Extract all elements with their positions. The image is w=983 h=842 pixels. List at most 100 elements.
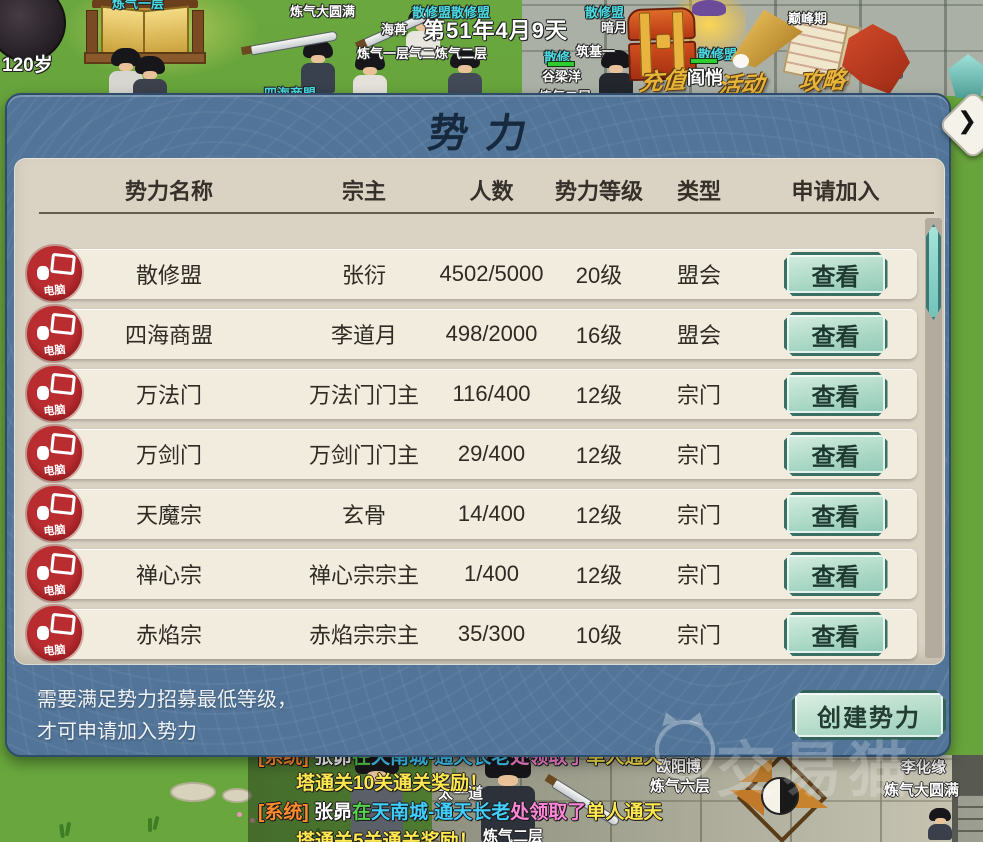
faction-level: 20级 [575, 263, 623, 288]
faction-row[interactable]: 电脑 散修盟 张衍 4502/5000 20级 盟会 查看 [27, 246, 917, 301]
faction-members: 116/400 [452, 381, 531, 406]
col-apply: 申请加入 [791, 179, 880, 204]
view-button[interactable]: 查看 [784, 372, 888, 416]
faction-name: 天魔宗 [135, 503, 202, 528]
col-faction-name: 势力名称 [124, 179, 213, 204]
view-button[interactable]: 查看 [784, 252, 888, 296]
faction-table-panel: 势力名称 宗主 人数 势力等级 类型 申请加入 电脑 散修盟 张衍 4502/5… [14, 158, 945, 665]
faction-row[interactable]: 电脑 天魔宗 玄骨 14/400 12级 宗门 查看 [27, 486, 917, 541]
table-header: 势力名称 宗主 人数 势力等级 类型 申请加入 [39, 174, 917, 206]
player-nameplate: 谷梁洋 [542, 69, 582, 84]
view-button[interactable]: 查看 [784, 312, 888, 356]
player-nameplate: 阎悄 [687, 68, 723, 88]
faction-type: 宗门 [676, 503, 721, 528]
faction-name: 赤焰宗 [135, 623, 202, 648]
faction-type: 盟会 [676, 323, 721, 348]
game-date: 第51年4月9天 [423, 18, 568, 43]
faction-leader: 禅心宗宗主 [308, 563, 419, 588]
faction-seal-icon: 电脑 [27, 606, 82, 661]
nameplate: 炼气大圆满 [884, 782, 960, 799]
faction-type: 宗门 [676, 443, 721, 468]
view-button[interactable]: 查看 [784, 492, 888, 536]
player-nameplate: 海苒 [381, 22, 408, 37]
faction-leader: 李道月 [330, 323, 397, 348]
faction-members: 1/400 [463, 561, 520, 586]
dialog-title: 势力 [425, 110, 548, 157]
col-leader: 宗主 [341, 179, 386, 204]
guide-button[interactable]: 攻略 [797, 66, 847, 96]
guild-nameplate: 散修盟散修盟 [412, 5, 491, 20]
faction-seal-icon: 电脑 [27, 246, 82, 301]
faction-seal-icon: 电脑 [27, 426, 82, 481]
faction-row[interactable]: 电脑 万剑门 万剑门门主 29/400 12级 宗门 查看 [27, 426, 917, 481]
faction-leader: 赤焰宗宗主 [308, 623, 419, 648]
faction-row[interactable]: 电脑 禅心宗 禅心宗宗主 1/400 12级 宗门 查看 [27, 546, 917, 601]
nameplate: 炼气一层气二炼气二层 [357, 46, 488, 61]
faction-seal-icon: 电脑 [27, 366, 82, 421]
faction-row[interactable]: 电脑 赤焰宗 赤焰宗宗主 35/300 10级 宗门 查看 [27, 606, 917, 661]
faction-seal-icon: 电脑 [27, 546, 82, 601]
faction-seal-icon: 电脑 [27, 486, 82, 541]
npc-character [352, 52, 388, 97]
faction-row[interactable]: 电脑 四海商盟 李道月 498/2000 16级 盟会 查看 [27, 306, 917, 361]
view-button[interactable]: 查看 [784, 432, 888, 476]
smoke-puff [733, 54, 749, 68]
faction-level: 16级 [575, 323, 623, 348]
faction-seal-icon: 电脑 [27, 306, 82, 361]
wall-bricks [958, 795, 983, 842]
faction-leader: 张衍 [341, 263, 386, 288]
player-nameplate: 欧阳博 [656, 758, 702, 775]
faction-leader: 玄骨 [341, 503, 386, 528]
col-level: 势力等级 [554, 179, 643, 204]
faction-name: 禅心宗 [135, 563, 202, 588]
yin-yang-formation-flag [730, 752, 828, 842]
chat-line: 塔通关5关通关奖励！ [296, 831, 478, 842]
view-button[interactable]: 查看 [784, 612, 888, 656]
faction-name: 散修盟 [135, 263, 202, 288]
faction-type: 宗门 [676, 623, 721, 648]
faction-members: 498/2000 [445, 321, 538, 346]
faction-level: 12级 [575, 563, 623, 588]
nameplate: 炼气大圆满 [290, 4, 356, 19]
faction-leader: 万法门门主 [308, 383, 419, 408]
age-label: 120岁 [2, 55, 53, 76]
create-faction-button[interactable]: 创建势力 [792, 690, 946, 740]
view-button[interactable]: 查看 [784, 552, 888, 596]
pebble [170, 782, 216, 802]
col-type: 类型 [676, 179, 721, 204]
npc-character [300, 40, 336, 93]
nameplate: 炼气一层 [112, 0, 165, 11]
npc-character [925, 808, 955, 840]
recharge-button[interactable]: 充值 [638, 66, 688, 96]
faction-members: 35/300 [457, 621, 526, 646]
faction-level: 12级 [575, 443, 623, 468]
player-nameplate: 李化缘 [901, 759, 947, 776]
nameplate: 巅峰期 [788, 11, 828, 26]
pebble [222, 788, 252, 803]
nameplate: 炼气二层 [483, 828, 544, 842]
nameplate: 筑基一 [576, 44, 616, 59]
faction-name: 四海商盟 [124, 323, 213, 348]
faction-type: 宗门 [676, 383, 721, 408]
faction-level: 12级 [575, 503, 623, 528]
player-nameplate: 太一道 [438, 785, 484, 802]
faction-level: 10级 [575, 623, 623, 648]
npc-character [132, 56, 168, 97]
faction-type: 盟会 [676, 263, 721, 288]
faction-level: 12级 [575, 383, 623, 408]
faction-dialog: 势力 势力名称 宗主 人数 势力等级 类型 申请加入 电脑 散修盟 张衍 450… [5, 93, 951, 757]
faction-name: 万剑门 [135, 443, 202, 468]
faction-row[interactable]: 电脑 万法门 万法门门主 116/400 12级 宗门 查看 [27, 366, 917, 421]
col-members: 人数 [469, 179, 514, 204]
guild-nameplate: 散修盟 [585, 5, 625, 20]
scrollbar-thumb[interactable] [926, 224, 941, 320]
chat-line: [系统] 张昴在天南城-通天长老处领取了单人通天 [258, 802, 663, 823]
faction-members: 14/400 [457, 501, 526, 526]
faction-name: 万法门 [135, 383, 202, 408]
chat-line: 塔通关10关通关奖励！ [296, 773, 489, 794]
nameplate: 炼气六层 [650, 778, 711, 795]
player-nameplate: 暗月 [601, 20, 628, 35]
scrollbar-track[interactable] [925, 218, 942, 658]
header-divider [39, 212, 934, 214]
